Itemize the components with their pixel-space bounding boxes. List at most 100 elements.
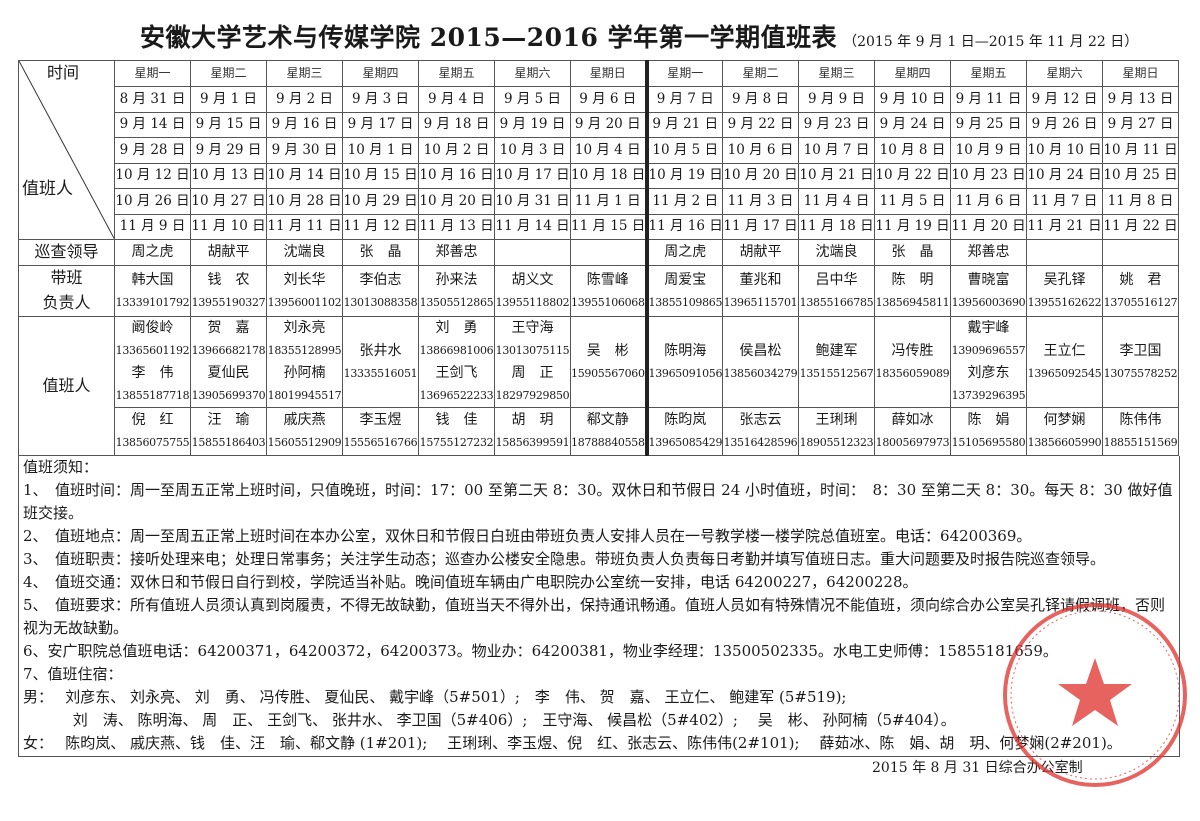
- person-name: 夏仙民: [207, 365, 250, 381]
- date-cell: 11 月 1 日: [570, 188, 647, 215]
- person-name: 王琍琍: [815, 412, 858, 428]
- date-label: 11 月 6 日: [955, 192, 1022, 209]
- date-cell: 10 月 10 日: [1026, 137, 1103, 164]
- duty-person-cell: 张志云 13516428596: [722, 407, 799, 456]
- person-name: 李伯志: [359, 271, 402, 288]
- duty-notes: 值班须知： 1、 值班时间：周一至周五正常上班时间，只值晚班，时间：17：00 …: [18, 456, 1180, 757]
- duty-person-label: 值班人: [22, 179, 73, 199]
- weekday-header: 星期二: [722, 60, 799, 87]
- leader-name: 胡献平: [739, 244, 782, 260]
- date-label: 10 月 9 日: [955, 141, 1022, 158]
- date-cell: 11 月 20 日: [950, 213, 1027, 240]
- date-label: 10 月 14 日: [267, 167, 342, 184]
- weekday-label: 星期二: [742, 66, 779, 80]
- date-label: 11 月 14 日: [495, 218, 570, 235]
- date-cell: 9 月 11 日: [950, 86, 1027, 113]
- inspection-leader-label: 巡查领导: [18, 239, 115, 266]
- date-cell: 9 月 30 日: [266, 137, 343, 164]
- person-phone: 13955162622: [1027, 295, 1102, 309]
- person-phone: 13705516127: [1103, 295, 1178, 309]
- date-label: 9 月 13 日: [1107, 90, 1174, 107]
- person-phone: 13365601192: [115, 344, 190, 357]
- dorm-assignment-line: 刘 涛、 陈明海、 周 正、 王剑飞、 张井水、 李卫国（5#406）; 王守海…: [23, 711, 956, 729]
- date-cell: 9 月 12 日: [1026, 86, 1103, 113]
- duty-person-cell: 郗文静 18788840558: [570, 407, 647, 456]
- person-phone: 18788840558: [571, 436, 645, 449]
- date-cell: 9 月 16 日: [266, 111, 343, 138]
- date-cell: 10 月 23 日: [950, 162, 1027, 189]
- date-cell: 9 月 9 日: [798, 86, 875, 113]
- date-label: 9 月 21 日: [652, 116, 719, 133]
- date-cell: 10 月 11 日: [1102, 137, 1179, 164]
- date-label: 10 月 22 日: [875, 167, 950, 184]
- weekday-header: 星期六: [494, 60, 571, 87]
- duty-person-cell: 王守海 13013075115 周 正 18297929850: [494, 316, 571, 408]
- date-label: 11 月 10 日: [191, 218, 266, 235]
- date-label: 10 月 19 日: [648, 167, 723, 184]
- date-cell: 10 月 1 日: [342, 137, 419, 164]
- date-label: 10 月 10 日: [1027, 141, 1102, 158]
- person-name: 吕中华: [815, 271, 858, 288]
- date-cell: 9 月 18 日: [418, 111, 495, 138]
- date-cell: 9 月 14 日: [114, 111, 191, 138]
- person-name: 李玉煜: [359, 412, 402, 428]
- date-label: 10 月 26 日: [115, 192, 190, 209]
- person-phone: 13739296395: [951, 389, 1026, 402]
- date-label: 9 月 6 日: [579, 90, 637, 107]
- person-name: 冯传胜: [891, 342, 934, 359]
- date-cell: 11 月 21 日: [1026, 213, 1103, 240]
- person-name: 陈昀岚: [664, 412, 707, 428]
- person-name: 陈 娟: [967, 412, 1010, 428]
- note-item: 5、 值班要求：所有值班人员须认真到岗履责，不得无故缺勤，值班当天不得外出，保持…: [23, 596, 1166, 637]
- date-label: 9 月 9 日: [807, 90, 866, 107]
- person-name: 张志云: [739, 412, 782, 428]
- date-label: 11 月 12 日: [343, 218, 418, 235]
- person-name: 曹晓富: [967, 271, 1010, 288]
- date-cell: 9 月 19 日: [494, 111, 571, 138]
- date-cell: 10 月 3 日: [494, 137, 571, 164]
- weekday-label: 星期六: [1046, 66, 1083, 80]
- date-label: 9 月 8 日: [731, 90, 790, 107]
- person-name: 钱 农: [207, 271, 250, 288]
- weekday-header: 星期日: [570, 60, 647, 87]
- title-date-range: （2015 年 9 月 1 日—2015 年 11 月 22 日）: [843, 34, 1139, 50]
- duty-person-row-label: 值班人: [18, 316, 115, 456]
- duty-person-cell: 薛如冰 18005697973: [874, 407, 951, 456]
- duty-person-cell: 戴宇峰 13909696557 刘彦东 13739296395: [950, 316, 1027, 408]
- date-row: 10 月 12 日 10 月 13 日 10 月 14 日 10 月 15 日 10 月…: [19, 162, 1179, 189]
- person-phone: 13955106068: [571, 295, 645, 309]
- duty-person-cell: 钱 佳 15755127232: [418, 407, 495, 456]
- date-label: 10 月 15 日: [343, 167, 418, 184]
- date-cell: 10 月 9 日: [950, 137, 1027, 164]
- person-phone: 13965092545: [1027, 366, 1102, 380]
- note-item: 3、 值班职责：接听处理来电；处理日常事务；关注学生动态；巡查办公楼安全隐患。带…: [23, 550, 1106, 568]
- person-phone: 13515512567: [799, 366, 874, 380]
- date-cell: 10 月 22 日: [874, 162, 951, 189]
- person-name: 侯昌松: [739, 342, 782, 359]
- date-label: 9 月 12 日: [1031, 90, 1098, 107]
- shift-leader-cell: 姚 君 13705516127: [1102, 265, 1179, 317]
- person-phone: 18855151569: [1103, 436, 1178, 449]
- date-label: 9 月 29 日: [195, 141, 262, 158]
- inspection-leader-cell: 张 晶: [874, 239, 951, 266]
- title-main: 安徽大学艺术与传媒学院 2015—2016 学年第一学期值班表: [140, 23, 838, 52]
- duty-person-cell: 何梦娴 13856605990: [1026, 407, 1103, 456]
- weekday-header: 星期五: [418, 60, 495, 87]
- person-phone: 15856399591: [495, 436, 570, 449]
- person-name: 汪 瑜: [207, 412, 250, 428]
- person-name: 鲍建军: [815, 342, 858, 359]
- date-label: 9 月 5 日: [503, 90, 562, 107]
- date-label: 9 月 22 日: [727, 116, 794, 133]
- date-cell: 10 月 31 日: [494, 188, 571, 215]
- date-cell: 9 月 29 日: [190, 137, 267, 164]
- inspection-leader-cell: 胡献平: [190, 239, 267, 266]
- date-row: 9 月 14 日 9 月 15 日 9 月 16 日 9 月 17 日 9 月 18 日…: [19, 111, 1179, 138]
- person-phone: 15556516766: [343, 436, 418, 449]
- person-name: 张井水: [359, 342, 402, 359]
- header-diagonal-cell: 时间 值班人: [18, 60, 115, 240]
- date-label: 10 月 7 日: [803, 141, 870, 158]
- duty-person-cell: 阚俊岭 13365601192 李 伟 13855187718: [114, 316, 191, 408]
- shift-leader-cell: 吴孔铎 13955162622: [1026, 265, 1103, 317]
- person-name: 吴孔铎: [1043, 271, 1086, 288]
- weekday-header: 星期六: [1026, 60, 1103, 87]
